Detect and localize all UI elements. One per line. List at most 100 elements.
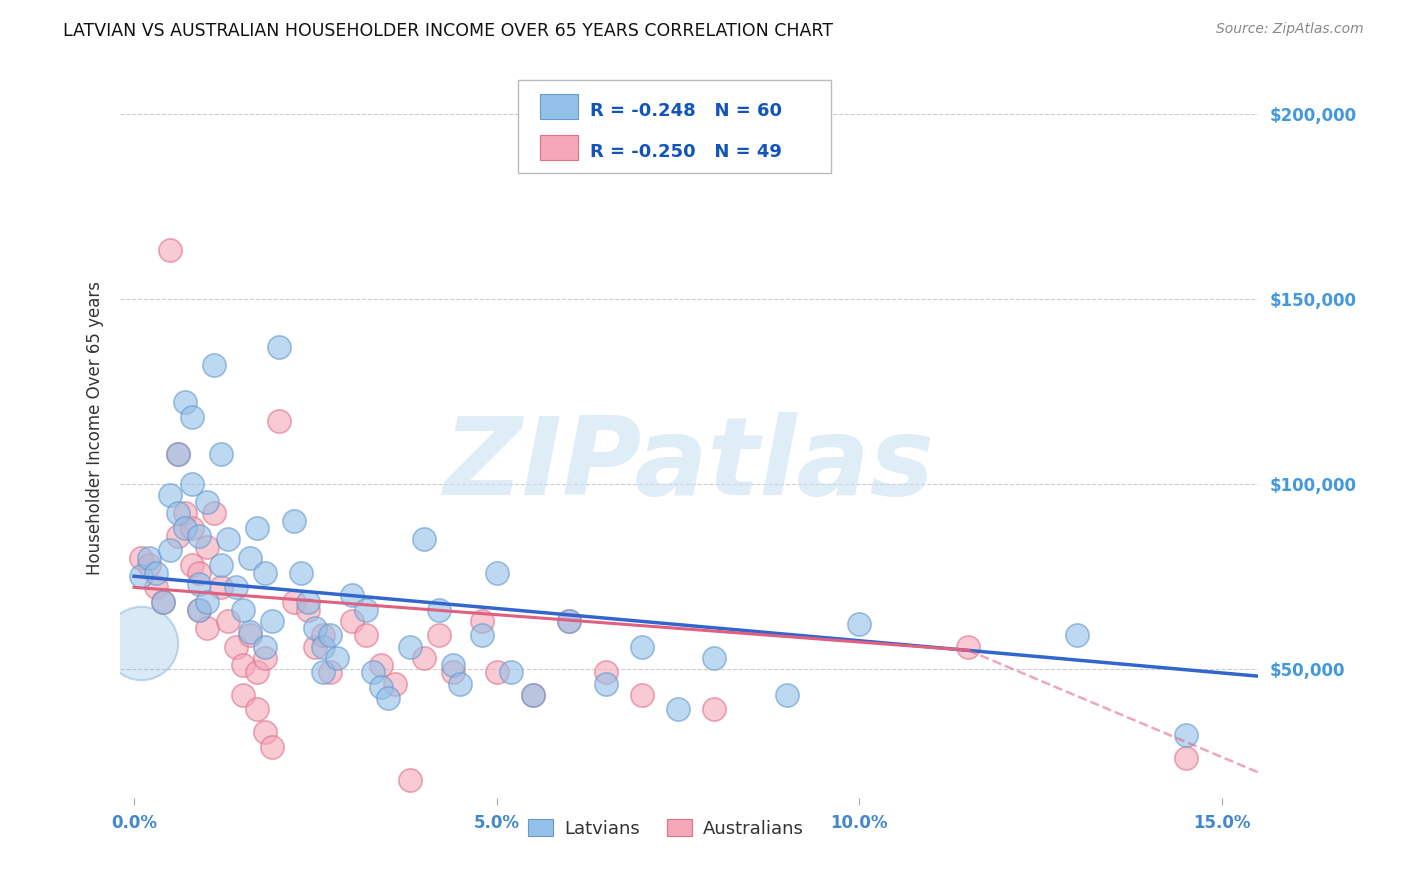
- Point: [398, 640, 420, 654]
- Point: [370, 658, 392, 673]
- Point: [195, 540, 218, 554]
- Point: [377, 691, 399, 706]
- Point: [522, 688, 544, 702]
- Point: [173, 506, 195, 520]
- Point: [501, 665, 523, 680]
- Point: [1066, 628, 1088, 642]
- Point: [188, 602, 211, 616]
- Point: [413, 650, 436, 665]
- Point: [239, 550, 262, 565]
- Point: [1174, 750, 1197, 764]
- Point: [232, 602, 254, 616]
- Point: [195, 595, 218, 609]
- Point: [195, 495, 218, 509]
- Point: [427, 602, 450, 616]
- Point: [188, 576, 211, 591]
- Point: [253, 566, 276, 580]
- Point: [225, 580, 247, 594]
- Point: [159, 543, 181, 558]
- Point: [703, 650, 725, 665]
- Point: [522, 688, 544, 702]
- Point: [449, 676, 471, 690]
- Point: [152, 595, 174, 609]
- Text: Source: ZipAtlas.com: Source: ZipAtlas.com: [1216, 22, 1364, 37]
- Point: [246, 702, 269, 716]
- Point: [166, 447, 188, 461]
- Point: [253, 650, 276, 665]
- Point: [630, 640, 652, 654]
- Point: [138, 550, 160, 565]
- Point: [595, 665, 617, 680]
- Point: [129, 569, 152, 583]
- Point: [269, 414, 291, 428]
- Point: [297, 602, 319, 616]
- Point: [957, 640, 980, 654]
- Point: [304, 640, 326, 654]
- Point: [319, 665, 342, 680]
- Point: [340, 588, 363, 602]
- Point: [195, 621, 218, 635]
- Point: [253, 724, 276, 739]
- Point: [217, 532, 239, 546]
- Point: [239, 624, 262, 639]
- FancyBboxPatch shape: [517, 80, 831, 173]
- Text: R = -0.248   N = 60: R = -0.248 N = 60: [591, 103, 782, 120]
- Point: [703, 702, 725, 716]
- Point: [354, 602, 377, 616]
- Point: [145, 566, 167, 580]
- Point: [181, 558, 204, 573]
- Point: [297, 595, 319, 609]
- Point: [558, 614, 581, 628]
- Point: [413, 532, 436, 546]
- Text: ZIPatlas: ZIPatlas: [443, 412, 935, 518]
- Point: [398, 772, 420, 787]
- Point: [209, 447, 232, 461]
- Point: [319, 628, 342, 642]
- Point: [311, 640, 333, 654]
- Point: [181, 521, 204, 535]
- Point: [630, 688, 652, 702]
- FancyBboxPatch shape: [540, 135, 578, 160]
- Point: [181, 476, 204, 491]
- Point: [1174, 728, 1197, 742]
- Point: [202, 358, 225, 372]
- Point: [354, 628, 377, 642]
- Text: R = -0.250   N = 49: R = -0.250 N = 49: [591, 144, 782, 161]
- Legend: Latvians, Australians: Latvians, Australians: [522, 812, 811, 845]
- Point: [260, 739, 283, 754]
- Point: [239, 628, 262, 642]
- Point: [848, 617, 870, 632]
- Point: [427, 628, 450, 642]
- Point: [290, 566, 312, 580]
- Point: [173, 395, 195, 409]
- Point: [159, 244, 181, 258]
- Point: [253, 640, 276, 654]
- Point: [188, 528, 211, 542]
- Point: [232, 658, 254, 673]
- Point: [188, 566, 211, 580]
- Point: [202, 506, 225, 520]
- Point: [166, 528, 188, 542]
- Point: [558, 614, 581, 628]
- Point: [260, 614, 283, 628]
- Point: [471, 628, 494, 642]
- Point: [246, 665, 269, 680]
- Point: [326, 650, 349, 665]
- Point: [776, 688, 799, 702]
- Point: [138, 558, 160, 573]
- Point: [595, 676, 617, 690]
- Point: [209, 580, 232, 594]
- Point: [166, 506, 188, 520]
- Point: [145, 580, 167, 594]
- Point: [246, 521, 269, 535]
- Point: [485, 566, 508, 580]
- Point: [311, 665, 333, 680]
- Text: LATVIAN VS AUSTRALIAN HOUSEHOLDER INCOME OVER 65 YEARS CORRELATION CHART: LATVIAN VS AUSTRALIAN HOUSEHOLDER INCOME…: [63, 22, 834, 40]
- Point: [232, 688, 254, 702]
- FancyBboxPatch shape: [540, 94, 578, 120]
- Point: [471, 614, 494, 628]
- Point: [363, 665, 385, 680]
- Point: [166, 447, 188, 461]
- Point: [188, 602, 211, 616]
- Point: [384, 676, 406, 690]
